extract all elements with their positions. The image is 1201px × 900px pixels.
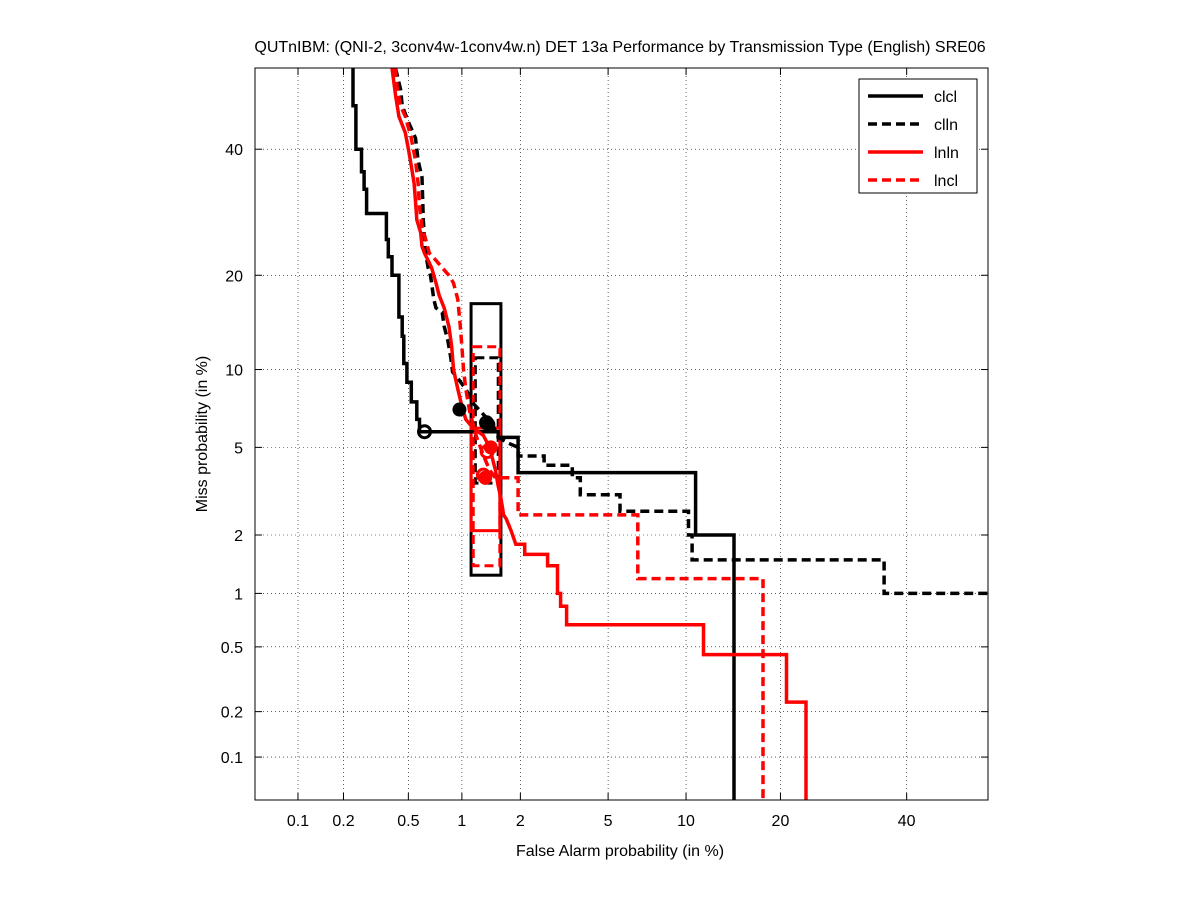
y-tick-label: 1 bbox=[234, 586, 243, 603]
min-dcf-point-lncl bbox=[478, 470, 493, 485]
x-axis-label: False Alarm probability (in %) bbox=[516, 843, 724, 860]
y-tick-label: 5 bbox=[234, 440, 243, 457]
x-tick-label: 0.5 bbox=[397, 813, 419, 830]
legend-label-lnln: lnln bbox=[934, 145, 959, 162]
y-tick-label: 2 bbox=[234, 528, 243, 545]
legend: clcl clln lnln lncl bbox=[858, 78, 978, 194]
x-tick-label: 40 bbox=[898, 813, 916, 830]
x-tick-label: 5 bbox=[604, 813, 613, 830]
series-line-lnln bbox=[390, 68, 808, 800]
y-tick-label: 10 bbox=[225, 363, 243, 380]
y-axis-label: Miss probability (in %) bbox=[194, 356, 211, 512]
x-tick-label: 0.2 bbox=[332, 813, 354, 830]
min-dcf-point-lnln bbox=[483, 440, 498, 455]
y-tick-label: 20 bbox=[225, 268, 243, 285]
plot-frame bbox=[254, 67, 989, 801]
series-layer bbox=[351, 68, 988, 800]
x-tick-label: 1 bbox=[457, 813, 466, 830]
x-tick-label: 0.1 bbox=[287, 813, 309, 830]
operating-point-clcl bbox=[417, 424, 433, 440]
x-tick-label: 2 bbox=[516, 813, 525, 830]
axis-ticks: 0.1 0.2 0.5 1 2 5 10 20 40 0.1 0.2 0.5 1 2 5 10 20 40 bbox=[221, 68, 988, 830]
x-tick-label: 10 bbox=[677, 813, 695, 830]
legend-box bbox=[858, 78, 978, 194]
chart-title: QUTnIBM: (QNI-2, 3conv4w-1conv4w.n) DET … bbox=[254, 39, 985, 56]
series-line-clln bbox=[393, 68, 988, 596]
y-tick-label: 0.1 bbox=[221, 750, 243, 767]
confidence-box-lncl bbox=[471, 345, 502, 568]
y-tick-label: 0.2 bbox=[221, 705, 243, 722]
legend-label-clcl: clcl bbox=[934, 89, 957, 106]
legend-label-clln: clln bbox=[934, 117, 958, 134]
legend-label-lncl: lncl bbox=[934, 173, 958, 190]
x-tick-label: 20 bbox=[772, 813, 790, 830]
min-dcf-point-clcl bbox=[452, 402, 467, 417]
min-dcf-point-clln bbox=[481, 417, 496, 432]
series-line-lncl bbox=[393, 68, 765, 800]
y-tick-label: 40 bbox=[225, 142, 243, 159]
y-tick-label: 0.5 bbox=[221, 640, 243, 657]
